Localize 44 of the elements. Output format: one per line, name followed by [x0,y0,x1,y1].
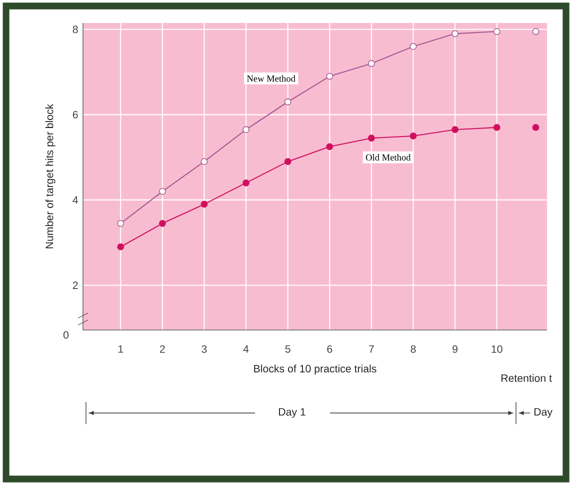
x-tick-label: 8 [410,345,416,353]
point [284,158,292,166]
x-tick-label: 3 [202,345,207,353]
y-tick-label: 6 [72,110,78,118]
point [410,42,417,50]
point [158,188,166,195]
point [452,30,458,38]
text: 0 [63,331,69,339]
point [200,200,208,208]
text: Day [534,408,552,418]
x-tick-label: 5 [285,345,290,353]
text: Retention t [501,374,552,382]
point [532,124,540,131]
point [326,72,334,80]
point [284,98,292,106]
point [493,28,500,35]
x-tick-label: 1 [118,345,124,353]
x-tick-label: 4 [243,345,249,353]
x-tick-label: 10 [492,345,502,353]
point [200,158,208,166]
x-tick-label: 7 [369,345,374,353]
point [117,220,124,227]
y-tick-label: 4 [72,196,78,204]
point [242,179,250,186]
y-tick-label: 2 [72,282,78,289]
x-tick-label: 9 [452,345,458,353]
point [158,220,166,227]
point [368,134,375,142]
x-axis-title: Blocks of 10 practice trials [254,364,376,375]
text: Day 1 [279,408,306,418]
x-tick-label: 6 [327,345,332,353]
point [532,28,540,35]
y-tick-label: 8 [72,26,78,34]
point [117,243,124,250]
x-tick-label: 2 [160,345,165,353]
point [368,60,375,67]
series-label: Old Method [366,154,411,161]
y-axis-title: Number of target hits per block [45,104,56,248]
series-label: New Method [246,75,296,82]
point [326,143,334,150]
point [452,126,458,134]
point [410,132,417,140]
point [493,124,500,131]
point [242,126,250,134]
